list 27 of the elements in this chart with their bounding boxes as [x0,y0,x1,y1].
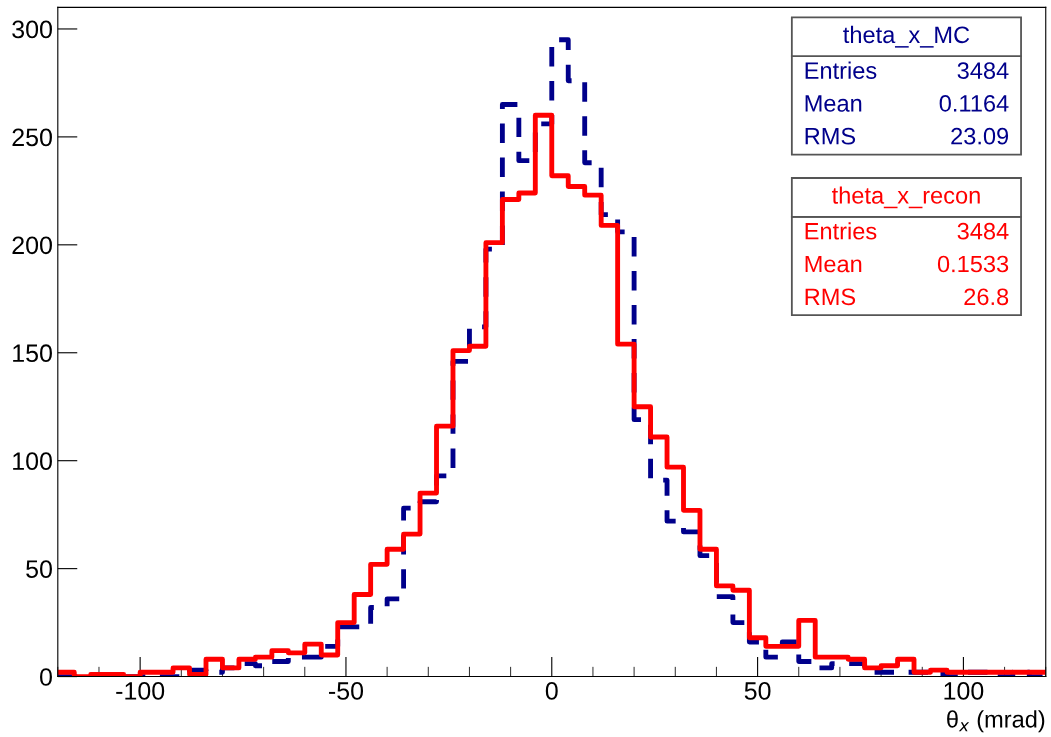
annotation: Entries [805,61,877,79]
annotation: Mean [805,95,862,112]
y-tick-label: 300 [12,20,52,39]
annotation: 3484 [957,222,1009,240]
y-tick-label: 50 [26,560,52,578]
y-tick-label: 250 [12,128,52,147]
annotation: Entries [805,222,877,240]
x-tick-label: -100 [116,682,165,700]
x-axis-title: θ$_{x}$ (mrad) [947,710,1045,733]
text: theta_x_recon [831,186,980,209]
y-tick-label: 100 [13,452,52,470]
text: theta_x_MC [843,25,970,48]
y-tick-label: 150 [13,344,52,363]
x-tick-label: 100 [944,682,984,700]
x-tick-label: 0 [545,682,558,700]
annotation: RMS [805,127,856,145]
x-tick-label: 50 [744,682,771,700]
y-tick-label: 0 [40,668,52,686]
annotation: 3484 [957,62,1009,79]
x-tick-label: -50 [329,682,364,700]
annotation: 23.09 [951,127,1009,145]
y-tick-label: 200 [12,236,52,255]
annotation: 26.8 [964,288,1009,306]
annotation: 0.1164 [939,95,1009,112]
annotation: RMS [805,288,856,306]
annotation: Mean [805,255,862,273]
annotation: 0.1533 [937,255,1009,273]
